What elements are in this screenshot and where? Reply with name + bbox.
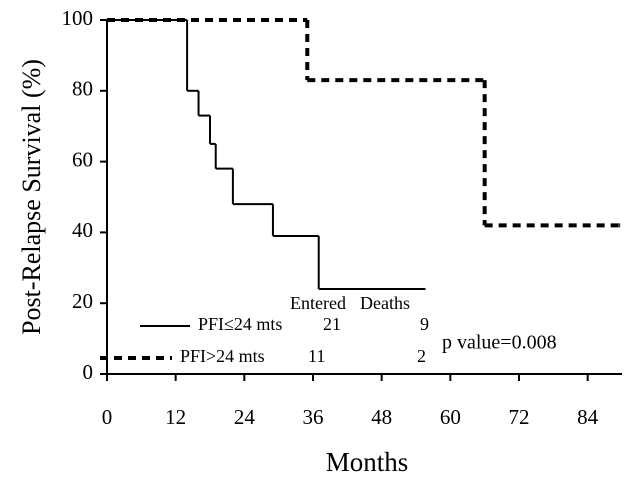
x-tick-label: 60 bbox=[440, 405, 461, 429]
y-tick-label: 80 bbox=[72, 77, 93, 101]
y-tick-label: 0 bbox=[83, 360, 94, 384]
x-tick-label: 12 bbox=[165, 405, 186, 429]
legend-header: Deaths bbox=[360, 293, 410, 313]
legend-deaths: 9 bbox=[420, 314, 429, 334]
x-tick-label: 48 bbox=[371, 405, 392, 429]
legend-entered: 21 bbox=[323, 314, 341, 334]
x-tick-label: 84 bbox=[577, 405, 599, 429]
annotation: p value=0.008 bbox=[442, 332, 557, 354]
legend-entered: 11 bbox=[308, 346, 325, 366]
legend-label: PFI≤24 mts bbox=[198, 314, 282, 334]
y-axis-title: Post-Relapse Survival (%) bbox=[17, 59, 46, 335]
legend-deaths: 2 bbox=[417, 346, 426, 366]
x-tick-label: 72 bbox=[509, 405, 530, 429]
y-tick-label: 20 bbox=[72, 289, 93, 313]
y-tick-label: 60 bbox=[72, 147, 93, 171]
x-tick-label: 36 bbox=[303, 405, 324, 429]
x-tick-label: 24 bbox=[234, 405, 256, 429]
legend-header: Entered bbox=[290, 293, 346, 313]
y-tick-label: 40 bbox=[72, 218, 93, 242]
x-tick-label: 0 bbox=[102, 405, 113, 429]
legend-label: PFI>24 mts bbox=[180, 346, 265, 366]
x-axis-title: Months bbox=[326, 447, 409, 477]
y-tick-label: 100 bbox=[62, 6, 94, 30]
